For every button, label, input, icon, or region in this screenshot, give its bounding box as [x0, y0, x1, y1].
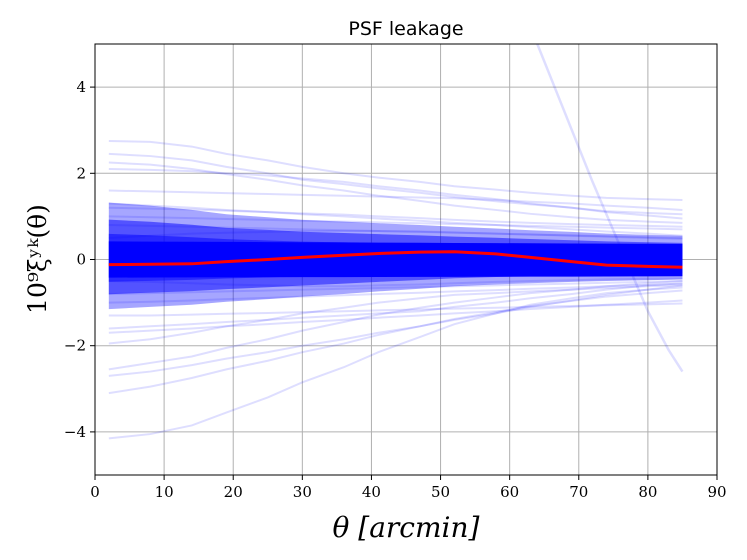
series-line [108, 284, 683, 377]
series-line [108, 167, 683, 220]
series-line [108, 299, 683, 334]
x-tick-label: 80 [638, 483, 657, 501]
x-tick-label: 40 [362, 483, 381, 501]
x-tick-label: 50 [431, 483, 450, 501]
series-line [108, 202, 683, 237]
background-series-band [108, 202, 683, 310]
x-tick-label: 60 [500, 483, 519, 501]
series-line [108, 161, 683, 224]
series-line [108, 284, 683, 345]
series-line [108, 280, 683, 295]
series-line [108, 282, 683, 330]
series-line [108, 189, 683, 211]
series-band-core [108, 241, 683, 278]
y-tick-label: −4 [64, 423, 86, 441]
series-line [108, 152, 683, 216]
series-line [108, 230, 683, 240]
series-line [108, 277, 683, 288]
series-line [108, 206, 683, 228]
x-tick-label: 20 [224, 483, 243, 501]
y-tick-label: 0 [76, 251, 86, 269]
x-tick-label: 30 [293, 483, 312, 501]
series-line [108, 302, 683, 317]
chart-title: PSF leakage [348, 18, 463, 40]
y-axis-label: 10⁹ξʸᵏ(θ) [23, 204, 52, 314]
series-line [108, 280, 683, 371]
y-tick-label: −2 [64, 337, 86, 355]
x-tick-label: 0 [90, 483, 100, 501]
mean-series-line [108, 250, 683, 269]
series-line [108, 224, 683, 239]
series-line [108, 139, 683, 202]
x-tick-label: 70 [569, 483, 588, 501]
mean-series-layer [108, 250, 683, 269]
y-tick-label: 4 [76, 78, 86, 96]
x-tick-label: 10 [155, 483, 174, 501]
series-line [108, 289, 683, 395]
series-line [108, 215, 683, 231]
background-series-lines [108, 44, 684, 440]
x-tick-label: 90 [707, 483, 726, 501]
y-tick-label: 2 [76, 164, 86, 182]
series-line [108, 286, 683, 440]
y-axis-ticks: −4 −2 0 2 4 [64, 78, 95, 441]
x-axis-label: θ [arcmin] [333, 511, 480, 544]
outlier-series-line [536, 44, 684, 373]
x-axis-ticks: 0 10 20 30 40 50 60 70 80 90 [90, 475, 727, 501]
series-line [108, 282, 683, 304]
